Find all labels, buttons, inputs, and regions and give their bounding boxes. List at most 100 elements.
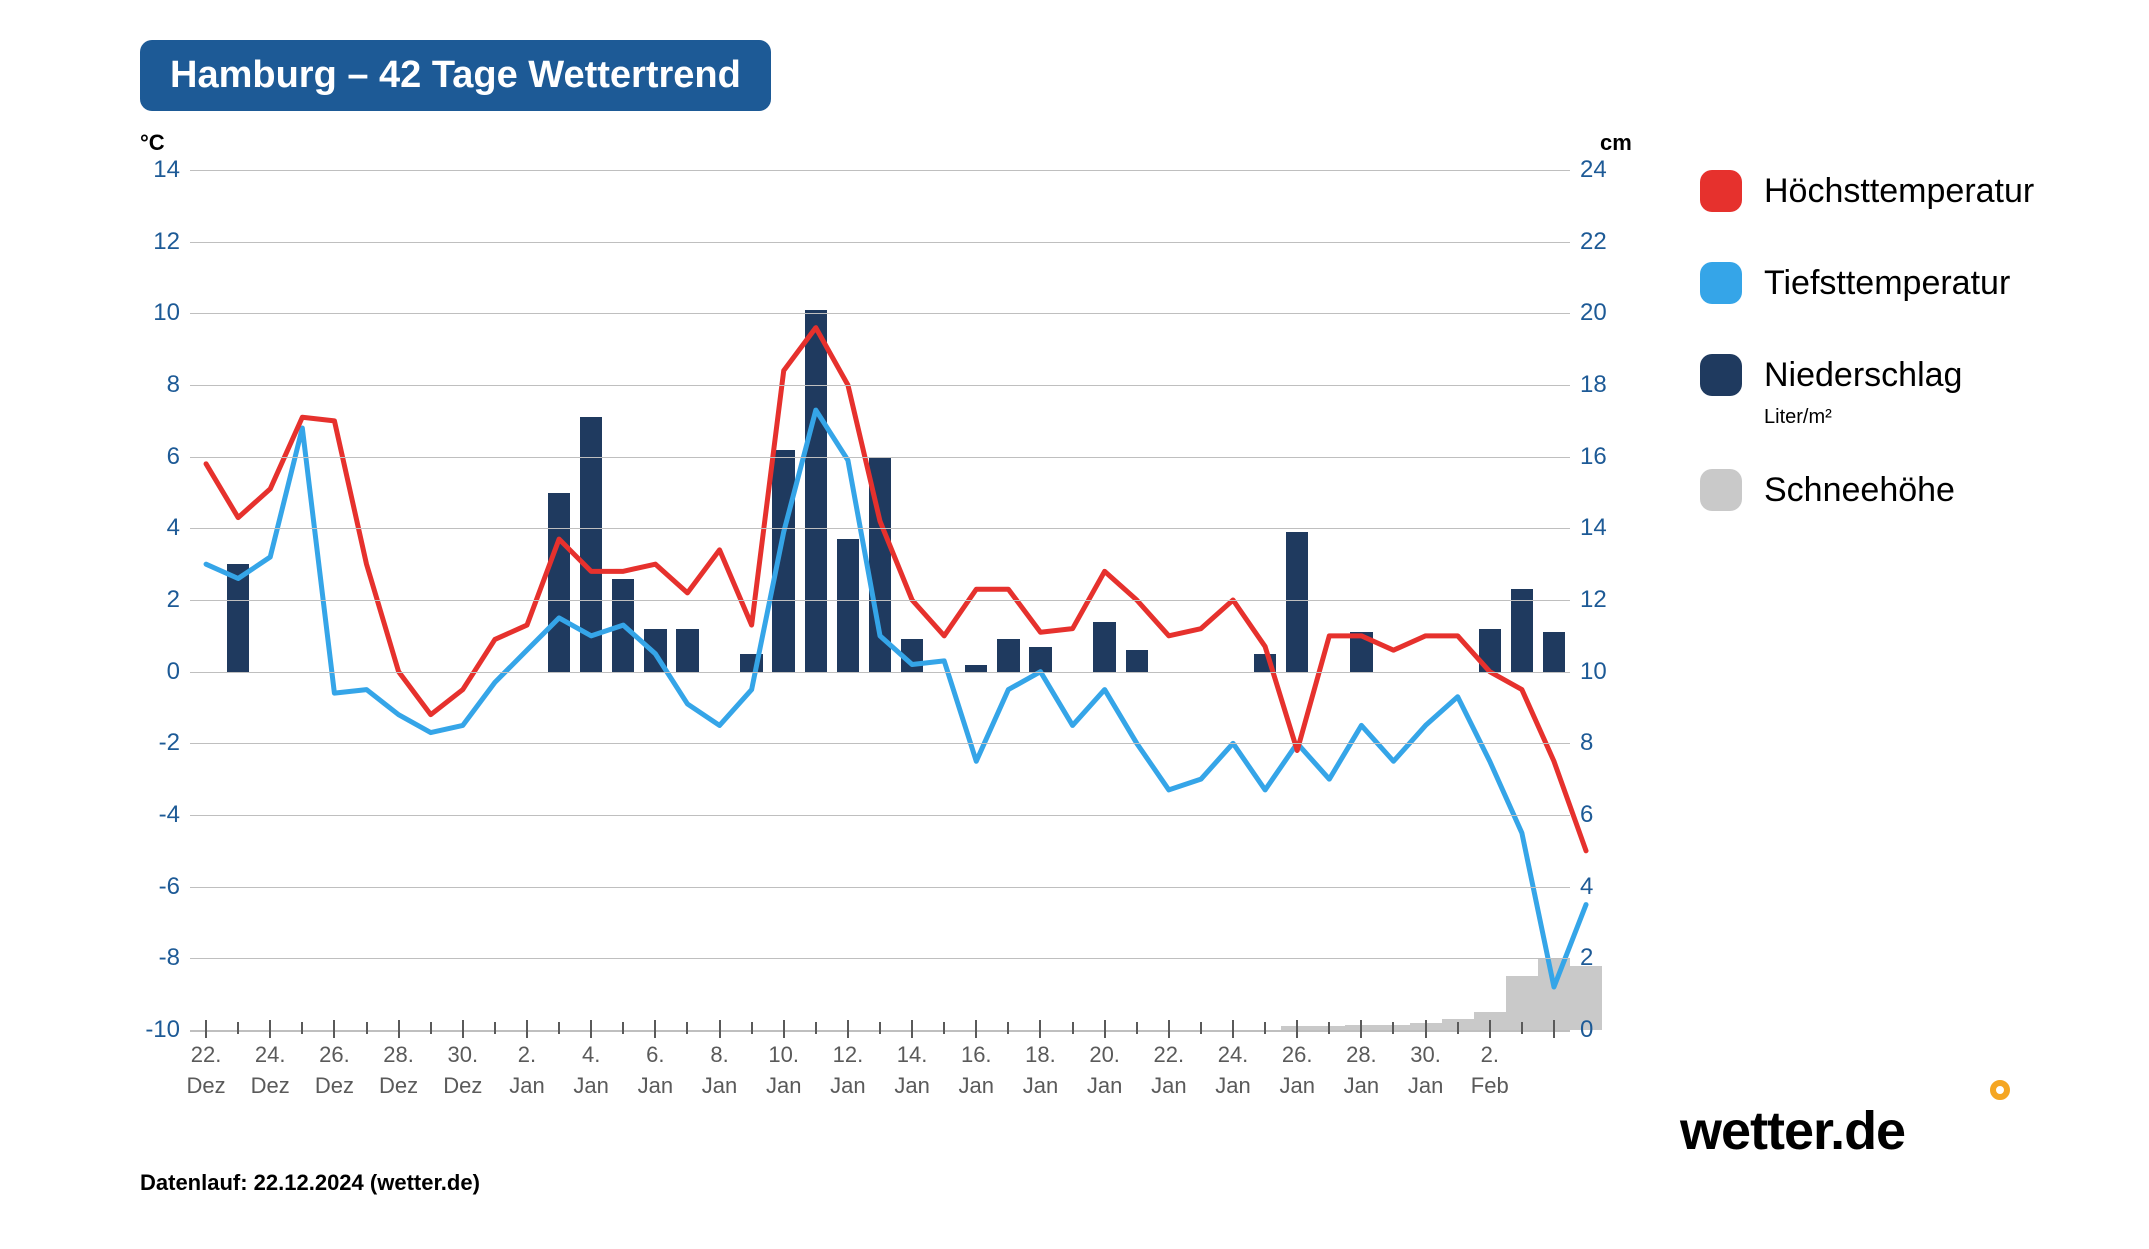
legend-label: Niederschlag — [1764, 356, 1962, 395]
x-tick-label: 24.Dez — [251, 1040, 290, 1102]
x-tick-month: Jan — [1151, 1071, 1186, 1102]
x-tick-major — [1296, 1020, 1298, 1038]
x-tick-minor — [1136, 1022, 1138, 1034]
legend-item-precip: Niederschlag — [1700, 354, 2140, 396]
x-tick-minor — [879, 1022, 881, 1034]
gridline — [190, 743, 1570, 744]
x-tick-minor — [1521, 1022, 1523, 1034]
weather-chart-container: Hamburg – 42 Tage Wettertrend °C cm -10-… — [20, 20, 2149, 1229]
x-tick-day: 30. — [443, 1040, 482, 1071]
x-tick-day: 26. — [315, 1040, 354, 1071]
x-tick-major — [205, 1020, 207, 1038]
y-axis-right-unit: cm — [1600, 130, 1632, 156]
x-tick-minor — [1392, 1022, 1394, 1034]
y-axis-left-unit: °C — [140, 130, 165, 156]
brand-logo-dot-icon — [1990, 1080, 2010, 1100]
low-temperature-line — [206, 410, 1586, 987]
x-tick-major — [462, 1020, 464, 1038]
x-tick-month: Dez — [251, 1071, 290, 1102]
x-tick-minor — [751, 1022, 753, 1034]
x-tick-month: Dez — [443, 1071, 482, 1102]
x-tick-month: Jan — [509, 1071, 544, 1102]
x-tick-month: Jan — [959, 1071, 994, 1102]
x-tick-day: 2. — [509, 1040, 544, 1071]
gridline — [190, 170, 1570, 171]
x-tick-major — [1425, 1020, 1427, 1038]
x-tick-minor — [558, 1022, 560, 1034]
x-tick-major — [333, 1020, 335, 1038]
x-tick-major — [590, 1020, 592, 1038]
x-tick-month: Dez — [315, 1071, 354, 1102]
gridline — [190, 958, 1570, 959]
x-tick-day: 18. — [1023, 1040, 1058, 1071]
legend-item-snow: Schneehöhe — [1700, 469, 2140, 511]
x-tick-minor — [366, 1022, 368, 1034]
y-tick-right: 20 — [1580, 299, 1640, 327]
gridline — [190, 313, 1570, 314]
x-tick-minor — [943, 1022, 945, 1034]
x-tick-major — [1232, 1020, 1234, 1038]
x-tick-label: 24.Jan — [1215, 1040, 1250, 1102]
x-tick-month: Jan — [830, 1071, 865, 1102]
y-tick-right: 10 — [1580, 658, 1640, 686]
y-tick-left: 8 — [120, 371, 180, 399]
x-tick-month: Jan — [894, 1071, 929, 1102]
gridline — [190, 887, 1570, 888]
x-tick-major — [1489, 1020, 1491, 1038]
y-tick-left: 0 — [120, 658, 180, 686]
x-tick-minor — [494, 1022, 496, 1034]
gridline — [190, 815, 1570, 816]
x-tick-major — [1104, 1020, 1106, 1038]
x-tick-day: 24. — [1215, 1040, 1250, 1071]
x-tick-label: 30.Dez — [443, 1040, 482, 1102]
x-tick-label: 8.Jan — [702, 1040, 737, 1102]
x-tick-day: 28. — [379, 1040, 418, 1071]
y-tick-right: 22 — [1580, 228, 1640, 256]
legend-label: Schneehöhe — [1764, 471, 1955, 510]
x-tick-minor — [686, 1022, 688, 1034]
y-tick-left: -8 — [120, 944, 180, 972]
x-tick-major — [1553, 1020, 1555, 1038]
y-tick-left: 14 — [120, 156, 180, 184]
y-tick-right: 4 — [1580, 873, 1640, 901]
x-tick-day: 28. — [1344, 1040, 1379, 1071]
x-tick-label: 20.Jan — [1087, 1040, 1122, 1102]
gridline — [190, 242, 1570, 243]
x-tick-label: 14.Jan — [894, 1040, 929, 1102]
x-tick-minor — [1328, 1022, 1330, 1034]
x-tick-minor — [1457, 1022, 1459, 1034]
data-source-label: Datenlauf: 22.12.2024 (wetter.de) — [140, 1170, 480, 1196]
x-tick-day: 10. — [766, 1040, 801, 1071]
x-tick-day: 6. — [638, 1040, 673, 1071]
x-tick-minor — [1007, 1022, 1009, 1034]
x-tick-day: 14. — [894, 1040, 929, 1071]
x-tick-month: Dez — [186, 1071, 225, 1102]
x-tick-label: 18.Jan — [1023, 1040, 1058, 1102]
x-tick-day: 30. — [1408, 1040, 1443, 1071]
x-tick-minor — [815, 1022, 817, 1034]
x-tick-major — [975, 1020, 977, 1038]
y-tick-right: 0 — [1580, 1016, 1640, 1044]
gridline — [190, 385, 1570, 386]
x-tick-minor — [430, 1022, 432, 1034]
y-tick-right: 8 — [1580, 729, 1640, 757]
x-tick-label: 22.Jan — [1151, 1040, 1186, 1102]
x-tick-label: 26.Jan — [1279, 1040, 1314, 1102]
x-tick-day: 4. — [573, 1040, 608, 1071]
brand-logo-text: wetter.de — [1680, 1100, 1905, 1162]
x-tick-minor — [237, 1022, 239, 1034]
plot-area: -10-8-6-4-202468101214024681012141618202… — [190, 170, 1570, 1030]
x-tick-month: Jan — [638, 1071, 673, 1102]
x-tick-label: 12.Jan — [830, 1040, 865, 1102]
x-tick-minor — [1200, 1022, 1202, 1034]
legend-label: Tiefsttemperatur — [1764, 264, 2010, 303]
y-tick-left: 6 — [120, 443, 180, 471]
x-tick-label: 10.Jan — [766, 1040, 801, 1102]
x-tick-major — [269, 1020, 271, 1038]
x-tick-month: Jan — [573, 1071, 608, 1102]
x-tick-label: 2.Jan — [509, 1040, 544, 1102]
x-tick-label: 30.Jan — [1408, 1040, 1443, 1102]
x-tick-month: Feb — [1471, 1071, 1509, 1102]
x-tick-major — [1360, 1020, 1362, 1038]
chart-title: Hamburg – 42 Tage Wettertrend — [140, 40, 771, 111]
